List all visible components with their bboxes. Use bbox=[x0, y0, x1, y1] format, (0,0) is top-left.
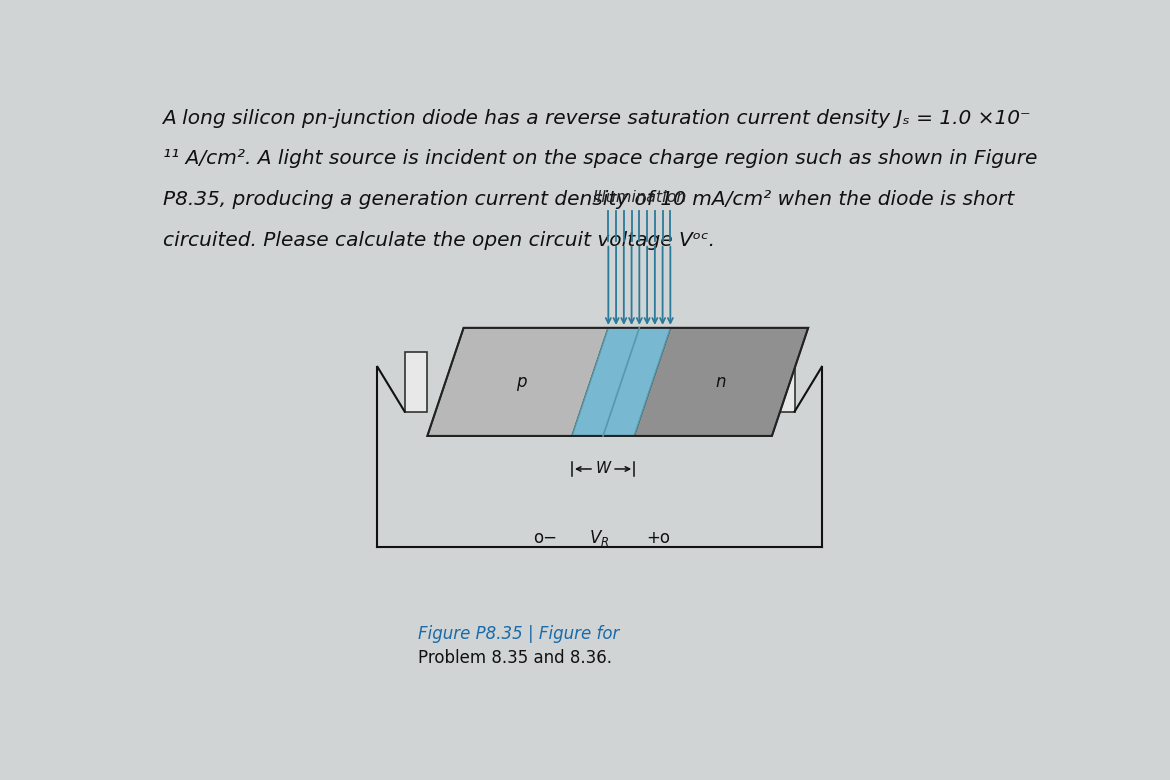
Polygon shape bbox=[427, 328, 608, 436]
Bar bbox=[772, 352, 794, 412]
Text: W: W bbox=[596, 462, 611, 477]
Text: circuited. Please calculate the open circuit voltage Vᵒᶜ.: circuited. Please calculate the open cir… bbox=[163, 231, 715, 250]
Bar bbox=[405, 352, 427, 412]
Text: +o: +o bbox=[647, 529, 670, 547]
Text: p: p bbox=[516, 373, 526, 391]
Text: P8.35, producing a generation current density of 10 mA/cm² when the diode is sho: P8.35, producing a generation current de… bbox=[163, 190, 1014, 209]
Text: o−: o− bbox=[534, 529, 557, 547]
Polygon shape bbox=[634, 328, 808, 436]
Polygon shape bbox=[572, 328, 670, 436]
Text: ¹¹ A/cm². A light source is incident on the space charge region such as shown in: ¹¹ A/cm². A light source is incident on … bbox=[163, 150, 1037, 168]
Text: Problem 8.35 and 8.36.: Problem 8.35 and 8.36. bbox=[419, 649, 612, 667]
Text: Figure P8.35 | Figure for: Figure P8.35 | Figure for bbox=[419, 625, 620, 644]
Text: n: n bbox=[716, 373, 727, 391]
Text: Illumination: Illumination bbox=[592, 190, 687, 204]
Text: $V_R$: $V_R$ bbox=[590, 528, 610, 548]
Text: A long silicon pn-junction diode has a reverse saturation current density Jₛ = 1: A long silicon pn-junction diode has a r… bbox=[163, 108, 1031, 128]
